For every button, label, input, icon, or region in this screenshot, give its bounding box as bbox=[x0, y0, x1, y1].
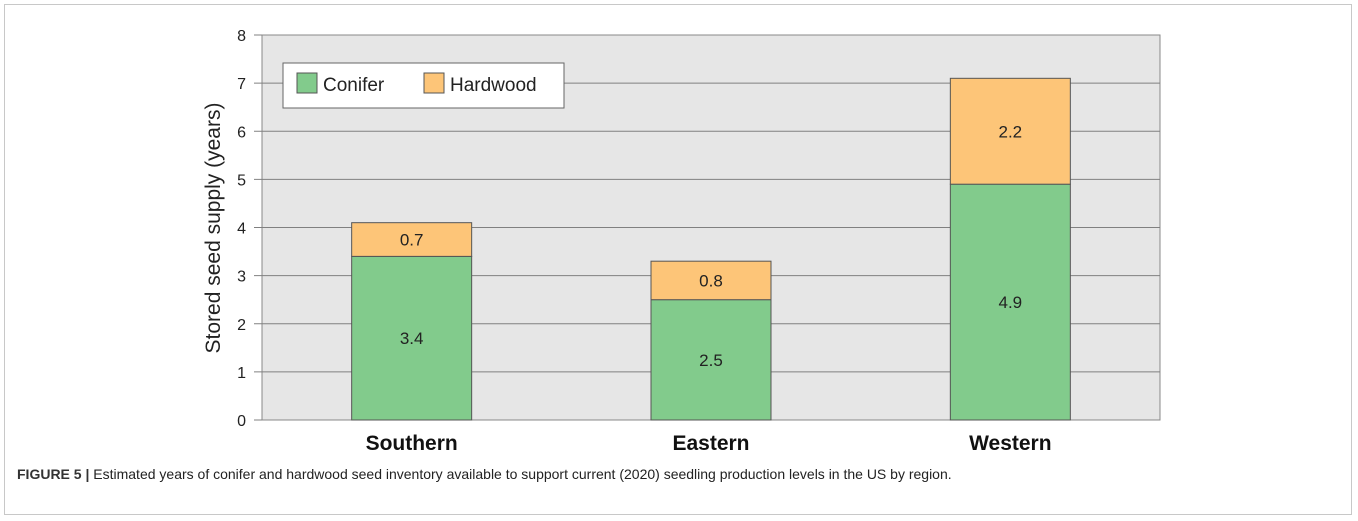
legend-label-hardwood: Hardwood bbox=[450, 75, 537, 96]
value-label-conifer-western: 4.9 bbox=[999, 293, 1023, 312]
category-label-western: Western bbox=[969, 432, 1051, 455]
y-tick-label: 5 bbox=[237, 172, 246, 189]
category-label-eastern: Eastern bbox=[672, 432, 749, 455]
bar-hardwood-eastern bbox=[650, 260, 772, 301]
y-tick-label: 4 bbox=[237, 221, 246, 238]
legend-swatch-conifer bbox=[296, 72, 318, 94]
stacked-bar-chart: 0 1 2 3 4 5 6 7 8 3.4 0.7 2.5 0.8 4.9 2.2 Southern Eas… bbox=[202, 28, 1161, 455]
category-label-southern: Southern bbox=[366, 432, 458, 455]
y-axis-ticks: 0 1 2 3 4 5 6 7 8 bbox=[237, 28, 262, 430]
figure-caption: FIGURE 5 | Estimated years of conifer an… bbox=[17, 465, 1337, 483]
category-labels: Southern Eastern Western bbox=[366, 432, 1052, 455]
value-label-conifer-eastern: 2.5 bbox=[699, 351, 723, 370]
y-tick-label: 6 bbox=[237, 124, 246, 141]
bar-conifer-western bbox=[949, 183, 1071, 421]
value-label-hardwood-eastern: 0.8 bbox=[699, 271, 723, 290]
bar-hardwood-southern bbox=[351, 222, 473, 257]
caption-text: Estimated years of conifer and hardwood … bbox=[89, 466, 952, 482]
bar-hardwood-western bbox=[949, 77, 1071, 185]
legend: Conifer Hardwood bbox=[282, 62, 565, 109]
bars: 3.4 0.7 2.5 0.8 4.9 2.2 bbox=[351, 77, 1071, 421]
y-tick-label: 0 bbox=[237, 413, 246, 430]
y-tick-label: 2 bbox=[237, 317, 246, 334]
y-tick-label: 3 bbox=[237, 269, 246, 286]
caption-label: FIGURE 5 | bbox=[17, 466, 90, 482]
bar-conifer-southern bbox=[351, 255, 473, 421]
y-tick-label: 7 bbox=[237, 76, 246, 93]
legend-box bbox=[282, 62, 565, 109]
value-label-conifer-southern: 3.4 bbox=[400, 329, 424, 348]
legend-swatch-hardwood bbox=[423, 72, 445, 94]
y-tick-label: 1 bbox=[237, 365, 246, 382]
legend-label-conifer: Conifer bbox=[323, 75, 385, 96]
y-tick-label: 8 bbox=[237, 28, 246, 45]
value-label-hardwood-western: 2.2 bbox=[999, 122, 1023, 141]
bar-conifer-eastern bbox=[650, 299, 772, 421]
y-axis-title: Stored seed supply (years) bbox=[202, 103, 225, 354]
value-label-hardwood-southern: 0.7 bbox=[400, 231, 424, 250]
